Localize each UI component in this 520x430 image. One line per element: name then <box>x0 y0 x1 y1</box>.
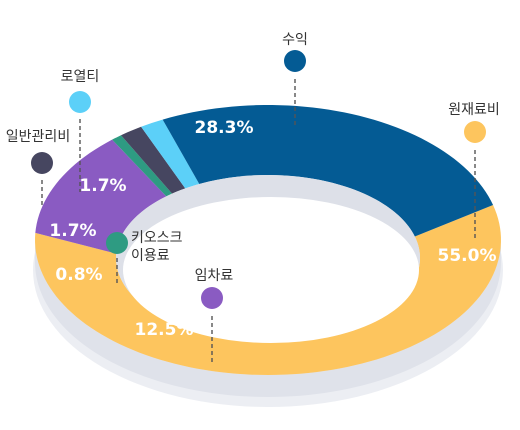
data-label-0: 55.0% <box>438 246 497 266</box>
category-label-0: 원재료비 <box>448 102 500 118</box>
data-label-2: 0.8% <box>55 265 102 285</box>
chart-hole <box>116 175 420 343</box>
slice-2 <box>112 135 173 197</box>
chart-side-wall <box>35 240 501 397</box>
category-label-1: 임차료 <box>195 268 234 284</box>
marker-dot-5 <box>284 50 306 72</box>
marker-dot-0 <box>464 121 486 143</box>
data-label-3: 1.7% <box>49 221 96 241</box>
marker-dot-2 <box>106 232 128 254</box>
category-label-5: 수익 <box>282 32 308 48</box>
chart-leader-lines <box>31 50 486 362</box>
slice-0 <box>35 205 501 375</box>
marker-dot-3 <box>31 152 53 174</box>
slice-4 <box>141 119 200 189</box>
slice-3 <box>120 126 186 194</box>
slice-1 <box>35 139 167 254</box>
category-label-3: 일반관리비 <box>6 129 70 145</box>
data-label-5: 28.3% <box>195 118 254 138</box>
marker-dot-1 <box>201 287 223 309</box>
hole-floor <box>123 197 419 343</box>
chart-slices <box>35 105 501 375</box>
data-label-1: 12.5% <box>135 320 194 340</box>
category-label-4: 로열티 <box>61 69 100 85</box>
category-label-2: 키오스크 이용료 <box>131 230 183 264</box>
outer-wall <box>35 240 501 397</box>
slice-5 <box>162 105 494 237</box>
data-label-4: 1.7% <box>79 176 126 196</box>
marker-dot-4 <box>69 91 91 113</box>
